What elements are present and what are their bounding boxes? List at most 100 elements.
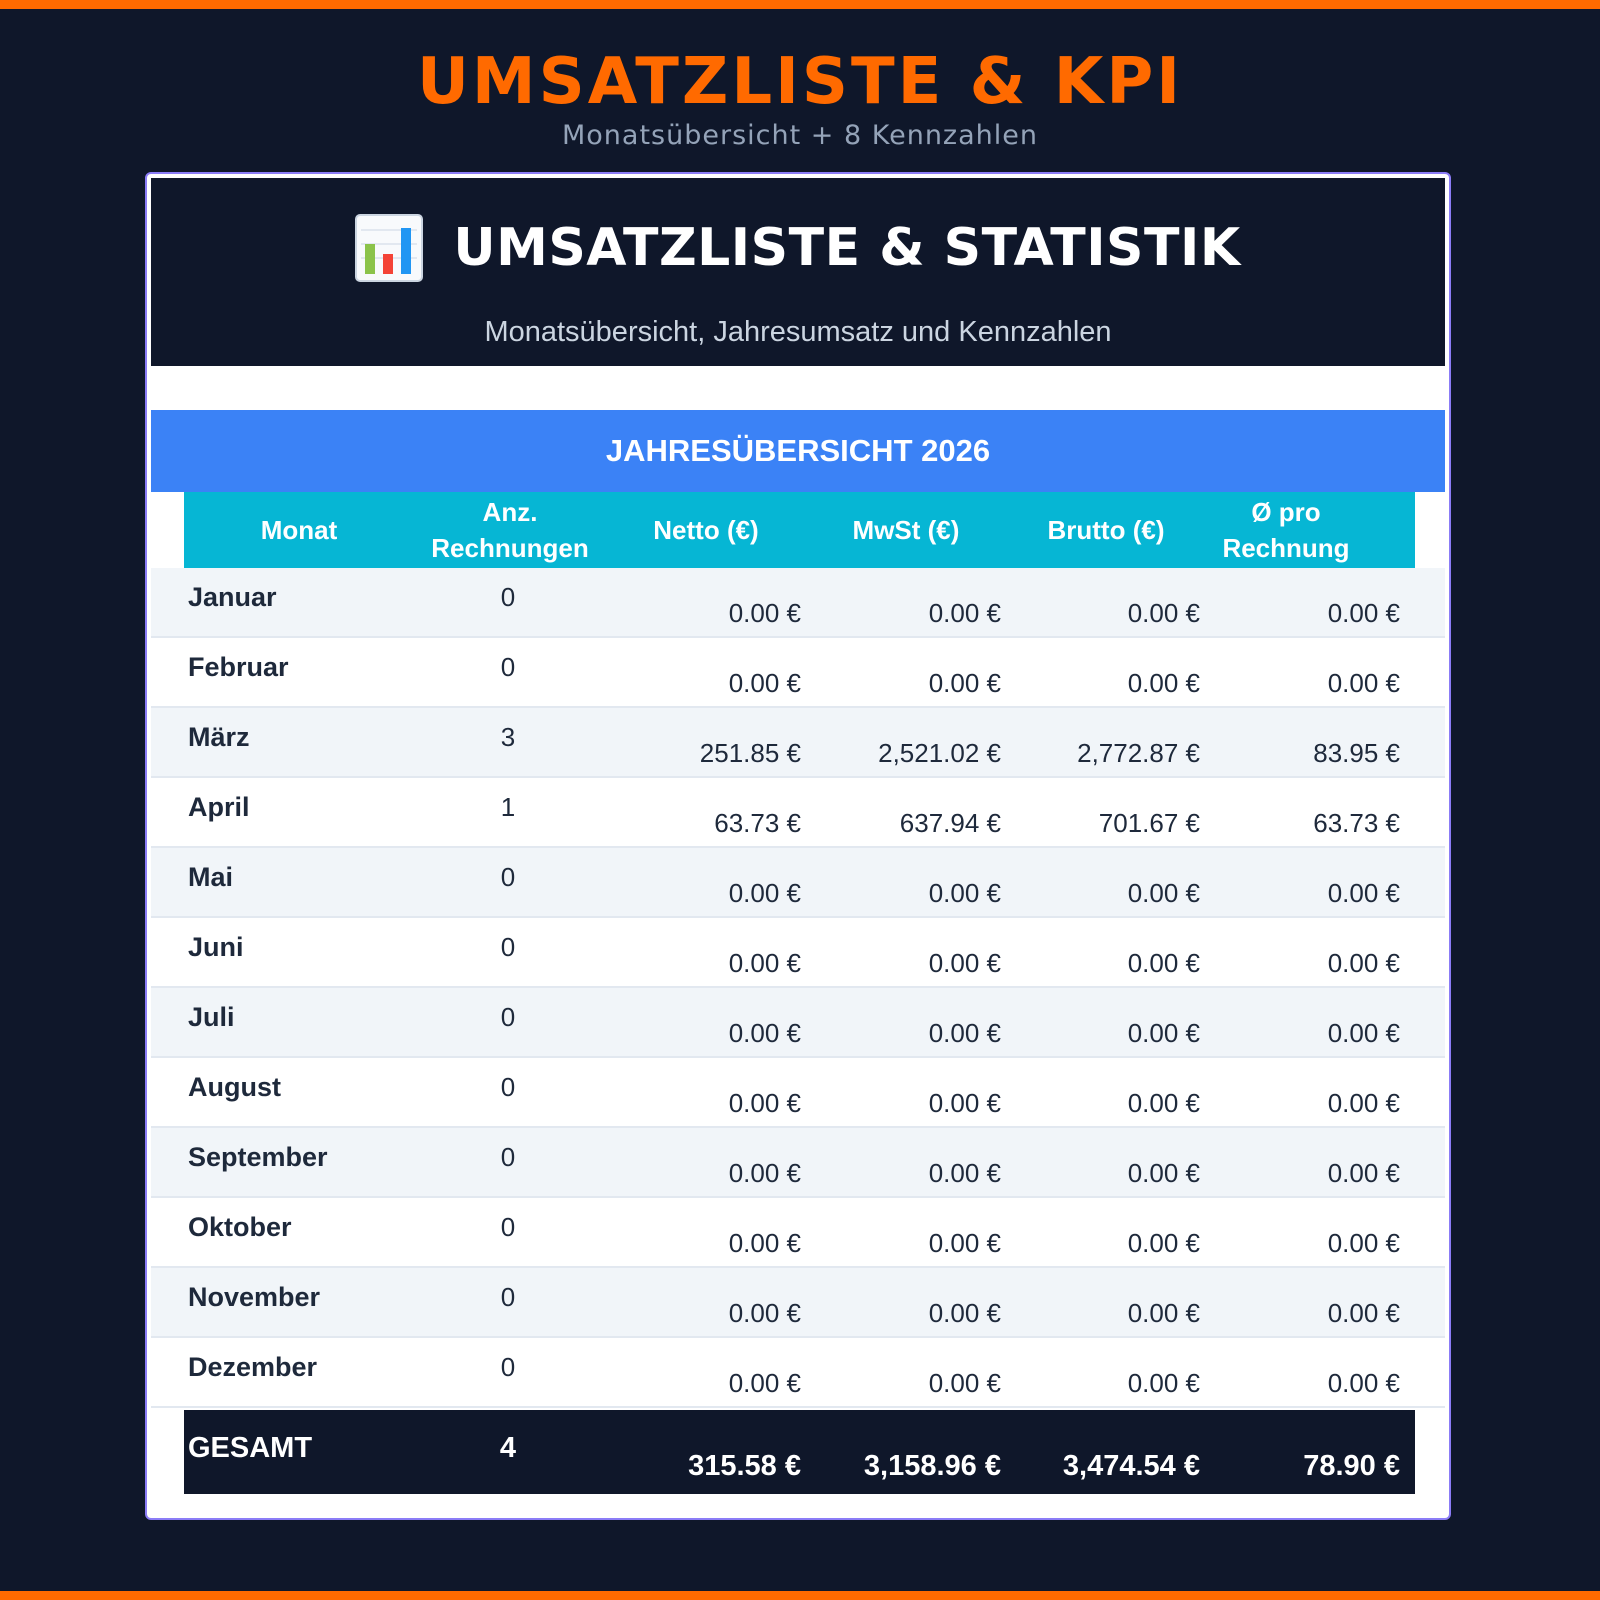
cell-gross: 0.00 €	[1127, 1368, 1200, 1398]
bar-chart-icon	[355, 214, 424, 282]
cell-avg: 0.00 €	[1327, 1158, 1400, 1188]
table-body: Januar 0 0.00 € 0.00 € 0.00 € 0.00 € Feb…	[151, 568, 1445, 1408]
table-row: August 0 0.00 € 0.00 € 0.00 € 0.00 €	[151, 1058, 1445, 1128]
page-subtitle: Monatsübersicht + 8 Kennzahlen	[561, 120, 1038, 151]
cell-net: 0.00 €	[728, 878, 801, 908]
cell-net: 251.85 €	[699, 738, 801, 768]
header-month: Monat	[260, 515, 338, 545]
header-vat: MwSt (€)	[852, 515, 960, 545]
cell-gross: 0.00 €	[1127, 1018, 1200, 1048]
cell-net: 0.00 €	[728, 1228, 801, 1258]
cell-count: 0	[500, 1212, 516, 1242]
page-title: UMSATZLISTE & KPI	[416, 45, 1184, 119]
cell-net: 0.00 €	[728, 668, 801, 698]
header-avg: Ø pro Rechnung	[1222, 497, 1350, 563]
cell-gross: 0.00 €	[1127, 598, 1200, 628]
cell-avg: 0.00 €	[1327, 668, 1400, 698]
cell-month: September	[188, 1142, 328, 1172]
cell-month: Juli	[188, 1002, 235, 1032]
cell-month: Oktober	[188, 1212, 292, 1242]
table-row: September 0 0.00 € 0.00 € 0.00 € 0.00 €	[151, 1128, 1445, 1198]
cell-avg: 0.00 €	[1327, 948, 1400, 978]
total-row: GESAMT 4 315.58 € 3,158.96 € 3,474.54 € …	[184, 1410, 1415, 1494]
cell-count: 0	[500, 1352, 516, 1382]
cell-gross: 2,772.87 €	[1077, 738, 1200, 768]
cell-net: 0.00 €	[728, 1088, 801, 1118]
cell-count: 0	[500, 582, 516, 612]
cell-month: April	[188, 792, 250, 822]
cell-count: 1	[500, 792, 516, 822]
cell-vat: 0.00 €	[928, 1228, 1001, 1258]
cell-avg: 83.95 €	[1313, 738, 1400, 768]
cell-month: November	[188, 1282, 321, 1312]
total-gross: 3,474.54 €	[1062, 1450, 1200, 1482]
cell-vat: 0.00 €	[928, 1368, 1001, 1398]
cell-vat: 0.00 €	[928, 948, 1001, 978]
cell-count: 0	[500, 862, 516, 892]
cell-count: 0	[500, 1002, 516, 1032]
cell-vat: 0.00 €	[928, 1018, 1001, 1048]
cell-avg: 0.00 €	[1327, 1368, 1400, 1398]
spreadsheet-preview: UMSATZLISTE & STATISTIK Monatsübersicht,…	[145, 172, 1451, 1520]
cell-avg: 0.00 €	[1327, 598, 1400, 628]
cell-avg: 63.73 €	[1313, 808, 1400, 838]
cell-gross: 0.00 €	[1127, 1228, 1200, 1258]
cell-gross: 0.00 €	[1127, 1088, 1200, 1118]
total-label: GESAMT	[188, 1432, 313, 1464]
header-net: Netto (€)	[653, 515, 759, 545]
table-row: Juli 0 0.00 € 0.00 € 0.00 € 0.00 €	[151, 988, 1445, 1058]
cell-vat: 0.00 €	[928, 1088, 1001, 1118]
cell-vat: 0.00 €	[928, 878, 1001, 908]
cell-month: August	[188, 1072, 281, 1102]
cell-net: 0.00 €	[728, 598, 801, 628]
header-gross: Brutto (€)	[1047, 515, 1165, 545]
cell-gross: 0.00 €	[1127, 1298, 1200, 1328]
cell-vat: 637.94 €	[899, 808, 1001, 838]
total-avg: 78.90 €	[1303, 1450, 1400, 1482]
sheet-header: UMSATZLISTE & STATISTIK Monatsübersicht,…	[151, 178, 1445, 366]
cell-count: 3	[500, 722, 516, 752]
table-row: April 1 63.73 € 637.94 € 701.67 € 63.73 …	[151, 778, 1445, 848]
total-net: 315.58 €	[688, 1450, 801, 1482]
cell-net: 0.00 €	[728, 1158, 801, 1188]
cell-gross: 0.00 €	[1127, 948, 1200, 978]
cell-net: 63.73 €	[714, 808, 801, 838]
table-row: Februar 0 0.00 € 0.00 € 0.00 € 0.00 €	[151, 638, 1445, 708]
table-row: Oktober 0 0.00 € 0.00 € 0.00 € 0.00 €	[151, 1198, 1445, 1268]
cell-avg: 0.00 €	[1327, 1298, 1400, 1328]
spreadsheet-canvas: UMSATZLISTE & STATISTIK Monatsübersicht,…	[151, 178, 1445, 1514]
cell-vat: 0.00 €	[928, 1298, 1001, 1328]
total-vat: 3,158.96 €	[863, 1450, 1001, 1482]
cell-count: 0	[500, 652, 516, 682]
cell-count: 0	[500, 1072, 516, 1102]
sheet-title-row: UMSATZLISTE & STATISTIK	[151, 212, 1445, 284]
sheet-subtitle: Monatsübersicht, Jahresumsatz und Kennza…	[484, 316, 1112, 348]
cell-month: Februar	[188, 652, 289, 682]
cell-net: 0.00 €	[728, 1018, 801, 1048]
cell-avg: 0.00 €	[1327, 1018, 1400, 1048]
cell-month: Mai	[188, 862, 234, 892]
table-row: Juni 0 0.00 € 0.00 € 0.00 € 0.00 €	[151, 918, 1445, 988]
cell-count: 0	[500, 932, 516, 962]
cell-vat: 0.00 €	[928, 1158, 1001, 1188]
cell-month: Januar	[188, 582, 277, 612]
cell-count: 0	[500, 1142, 516, 1172]
cell-vat: 0.00 €	[928, 668, 1001, 698]
cell-vat: 2,521.02 €	[878, 738, 1001, 768]
sheet-title: UMSATZLISTE & STATISTIK	[453, 218, 1241, 278]
cell-month: Juni	[188, 932, 244, 962]
table-row: Januar 0 0.00 € 0.00 € 0.00 € 0.00 €	[151, 568, 1445, 638]
cell-net: 0.00 €	[728, 1298, 801, 1328]
cell-net: 0.00 €	[728, 1368, 801, 1398]
cell-avg: 0.00 €	[1327, 1228, 1400, 1258]
year-overview-band: JAHRESÜBERSICHT 2026	[151, 410, 1445, 492]
cell-vat: 0.00 €	[928, 598, 1001, 628]
table-row: Mai 0 0.00 € 0.00 € 0.00 € 0.00 €	[151, 848, 1445, 918]
cell-gross: 0.00 €	[1127, 668, 1200, 698]
cell-gross: 0.00 €	[1127, 1158, 1200, 1188]
total-count: 4	[499, 1432, 517, 1464]
bottom-accent-bar	[0, 1591, 1600, 1600]
table-row: März 3 251.85 € 2,521.02 € 2,772.87 € 83…	[151, 708, 1445, 778]
table-header: Monat Anz. Rechnungen Netto (€) MwSt (€)…	[184, 492, 1415, 568]
cell-month: Dezember	[188, 1352, 318, 1382]
